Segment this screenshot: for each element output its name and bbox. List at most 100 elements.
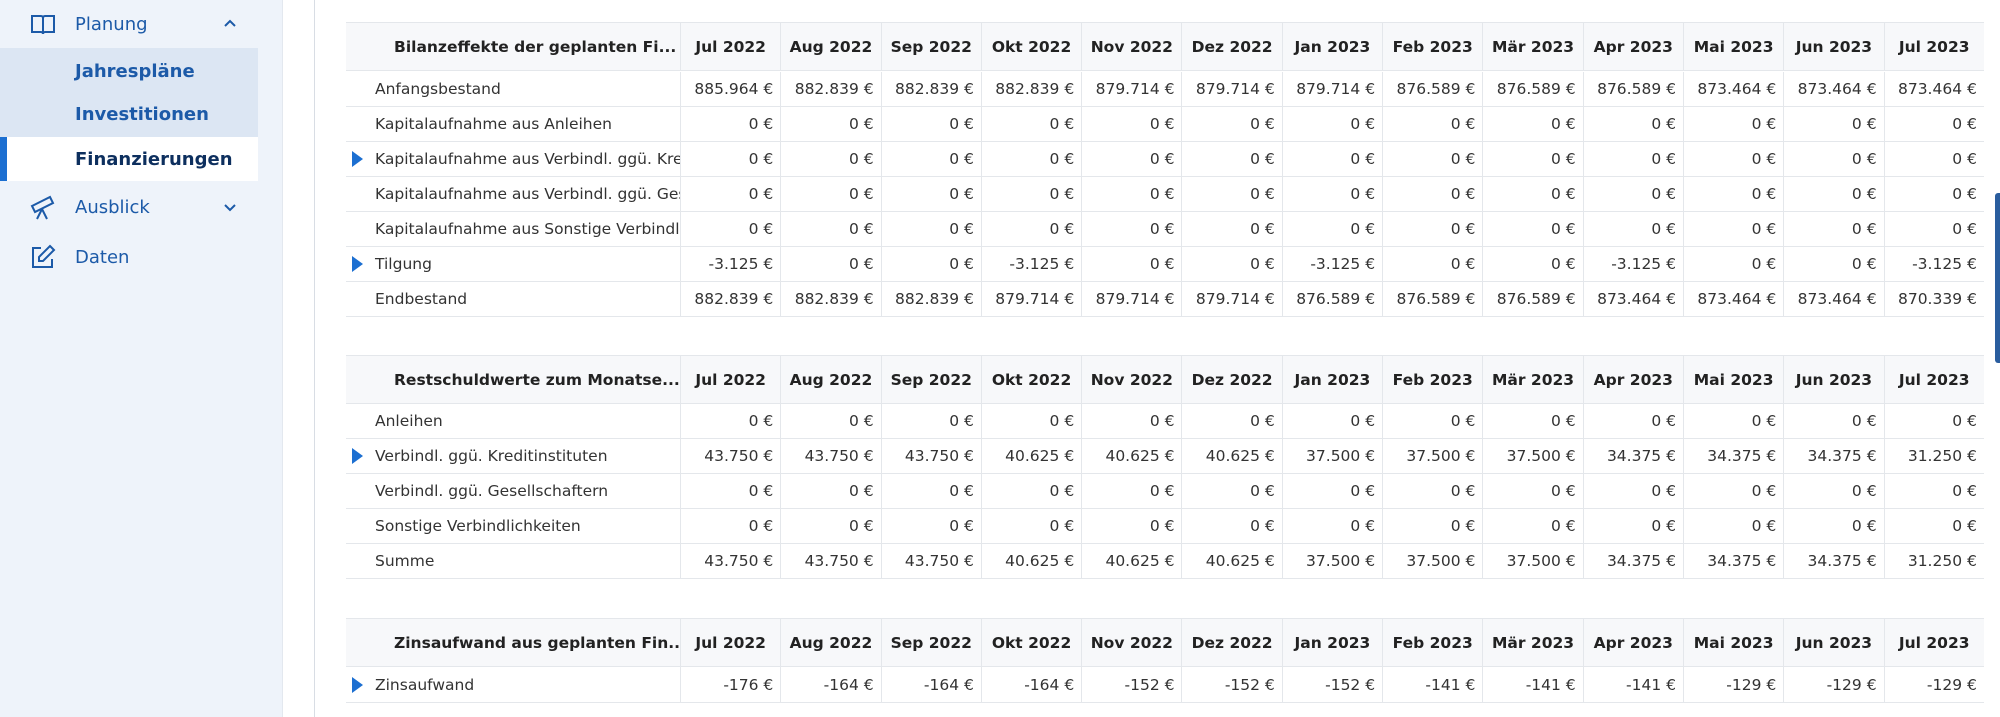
table-cell: 870.339 €	[1883, 282, 1984, 316]
column-header: Jun 2023	[1783, 619, 1883, 666]
table-cell: 876.589 €	[1382, 282, 1482, 316]
table-cell: 879.714 €	[1181, 72, 1281, 106]
table-title: Bilanzeffekte der geplanten Fi...	[394, 37, 677, 56]
table-cell: -164 €	[880, 667, 981, 702]
table-cell: 0 €	[1181, 212, 1281, 246]
sidebar: Planung Jahrespläne Investitionen Finanz…	[0, 0, 283, 717]
table-cell: 0 €	[880, 509, 981, 543]
table-cell: 0 €	[1582, 404, 1683, 438]
table-cell: 0 €	[880, 142, 981, 176]
sidebar-item-jahresplaene[interactable]: Jahrespläne	[0, 50, 258, 92]
table-cell: 0 €	[1682, 107, 1783, 141]
table-cell: 0 €	[1482, 474, 1582, 508]
table-row: Kapitalaufnahme aus Anleihen 0 € 0 € 0 € 0 €…	[346, 107, 1984, 142]
column-header: Nov 2022	[1081, 619, 1181, 666]
column-header: Mär 2023	[1482, 619, 1582, 666]
table-cell: 0 €	[1883, 177, 1984, 211]
table-cell: 43.750 €	[880, 544, 981, 578]
table-cell: 0 €	[1382, 142, 1482, 176]
expand-arrow-icon[interactable]	[352, 256, 363, 272]
table-cell: 0 €	[1482, 107, 1582, 141]
table-cell: 0 €	[1081, 142, 1181, 176]
table-cell: 0 €	[1382, 177, 1482, 211]
table-cell: 40.625 €	[1081, 439, 1181, 473]
table-cell: 882.839 €	[880, 282, 981, 316]
table-cell: 34.375 €	[1682, 544, 1783, 578]
table-cell: 873.464 €	[1682, 72, 1783, 106]
column-header: Jul 2023	[1883, 619, 1984, 666]
row-label: Kapitalaufnahme aus Anleihen	[346, 107, 680, 141]
table-cell: 34.375 €	[1682, 439, 1783, 473]
table-cell: 43.750 €	[780, 544, 880, 578]
table-row[interactable]: Kapitalaufnahme aus Verbindl. ggü. Kredi…	[346, 142, 1984, 177]
column-header: Jan 2023	[1281, 23, 1382, 70]
column-header: Aug 2022	[780, 619, 880, 666]
table-cell: 0 €	[880, 107, 981, 141]
expand-arrow-icon[interactable]	[352, 676, 363, 693]
nav-daten[interactable]: Daten	[0, 233, 258, 281]
table-cell: 0 €	[1081, 107, 1181, 141]
table-cell: 31.250 €	[1883, 439, 1984, 473]
table-cell: 0 €	[1582, 509, 1683, 543]
table-row[interactable]: Verbindl. ggü. Kreditinstituten 43.750 €4…	[346, 439, 1984, 474]
table-cell: 879.714 €	[1281, 72, 1382, 106]
column-header: Sep 2022	[880, 23, 981, 70]
edit-icon	[28, 242, 58, 272]
table-cell: 0 €	[1582, 212, 1683, 246]
table-cell: -3.125 €	[1281, 247, 1382, 281]
table-cell: 879.714 €	[980, 282, 1081, 316]
table-row: Sonstige Verbindlichkeiten 0 €0 €0 €0 €0 …	[346, 509, 1984, 544]
table-cell: 34.375 €	[1582, 439, 1683, 473]
column-header: Mär 2023	[1482, 23, 1582, 70]
column-header: Jan 2023	[1281, 356, 1382, 403]
nav-planung[interactable]: Planung	[0, 0, 258, 48]
sidebar-item-label: Jahrespläne	[75, 60, 195, 82]
sidebar-item-finanzierungen[interactable]: Finanzierungen	[0, 137, 258, 181]
table-row: Kapitalaufnahme aus Verbindl. ggü. Ges..…	[346, 177, 1984, 212]
table-cell: 0 €	[1783, 404, 1883, 438]
column-header: Jun 2023	[1783, 356, 1883, 403]
table-row: Anleihen 0 €0 €0 €0 €0 €0 €0 €0 €0 €0 €0 …	[346, 404, 1984, 439]
scrollbar[interactable]	[1995, 193, 2000, 363]
column-header: Apr 2023	[1582, 356, 1683, 403]
table-cell: 0 €	[1181, 404, 1281, 438]
table-cell: 0 €	[780, 247, 880, 281]
table-cell: 0 €	[780, 474, 880, 508]
expand-arrow-icon[interactable]	[352, 151, 363, 167]
row-label: Kapitalaufnahme aus Verbindl. ggü. Kredi…	[346, 142, 680, 176]
table-cell: -3.125 €	[980, 247, 1081, 281]
row-label: Sonstige Verbindlichkeiten	[346, 509, 680, 543]
table-cell: 0 €	[1482, 404, 1582, 438]
expand-arrow-icon[interactable]	[352, 448, 363, 464]
table-cell: 0 €	[980, 404, 1081, 438]
table-cell: 34.375 €	[1582, 544, 1683, 578]
table-cell: 0 €	[780, 212, 880, 246]
table-row[interactable]: Tilgung -3.125 €0 €0 € -3.125 €0 €0 € -3.12…	[346, 247, 1984, 282]
table-cell: -152 €	[1281, 667, 1382, 702]
table-cell: 37.500 €	[1382, 439, 1482, 473]
table-cell: 0 €	[1482, 212, 1582, 246]
nav-ausblick-label: Ausblick	[75, 196, 150, 218]
table-cell: 0 €	[880, 247, 981, 281]
table-cell: 885.964 €	[680, 72, 780, 106]
table-cell: 0 €	[980, 474, 1081, 508]
table-cell: 0 €	[1582, 142, 1683, 176]
table-cell: 0 €	[1081, 247, 1181, 281]
row-label: Zinsaufwand	[346, 667, 680, 702]
table-cell: 0 €	[1883, 404, 1984, 438]
table-cell: 0 €	[1382, 509, 1482, 543]
table-cell: 0 €	[680, 177, 780, 211]
table-cell: 873.464 €	[1883, 72, 1984, 106]
sidebar-item-investitionen[interactable]: Investitionen	[0, 93, 258, 135]
table-row[interactable]: Zinsaufwand -176 € -164 € -164 € -164 € -152 …	[346, 667, 1984, 703]
table-cell: 0 €	[780, 142, 880, 176]
table-cell: 37.500 €	[1281, 544, 1382, 578]
row-label: Kapitalaufnahme aus Sonstige Verbindli..…	[346, 212, 680, 246]
column-header: Feb 2023	[1382, 356, 1482, 403]
table-cell: 0 €	[1682, 212, 1783, 246]
table-cell: 0 €	[1281, 404, 1382, 438]
nav-ausblick[interactable]: Ausblick	[0, 183, 258, 231]
table-cell: 37.500 €	[1281, 439, 1382, 473]
table-cell: 0 €	[1281, 107, 1382, 141]
row-label-text: Kapitalaufnahme aus Verbindl. ggü. Kredi…	[375, 150, 680, 168]
